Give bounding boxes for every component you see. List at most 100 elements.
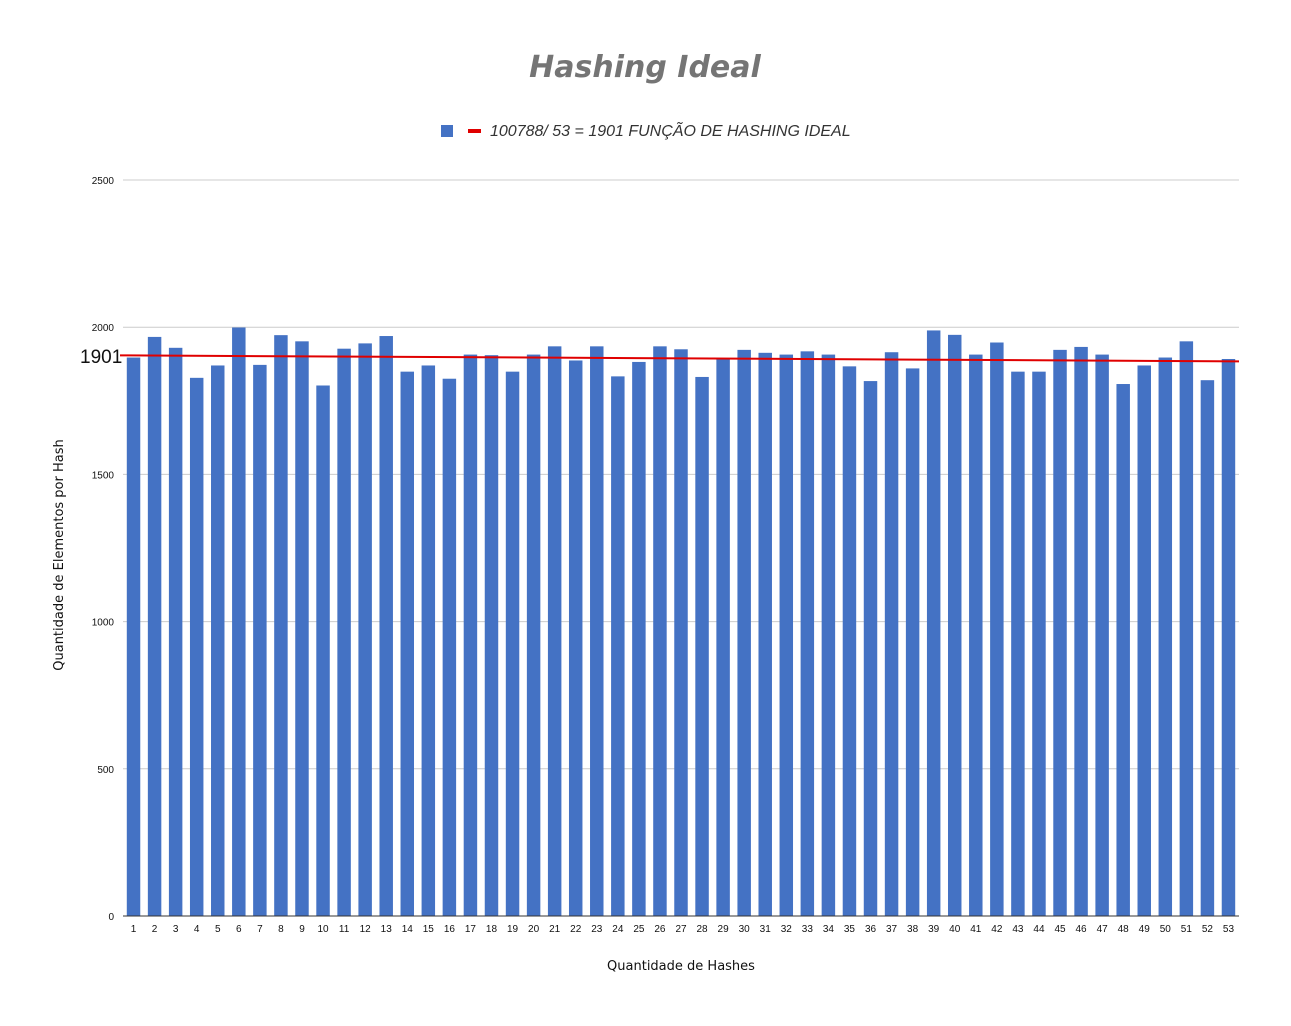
bar [695, 376, 709, 916]
bar [295, 341, 309, 917]
x-tick-label: 46 [1076, 924, 1088, 935]
bar [1116, 384, 1130, 917]
x-tick-label: 32 [781, 924, 793, 935]
x-tick-label: 17 [465, 924, 477, 935]
x-tick-label: 36 [865, 924, 877, 935]
bar [400, 371, 415, 916]
x-tick-label: 15 [423, 924, 435, 935]
x-tick-label: 9 [299, 924, 305, 935]
x-tick-label: 18 [486, 924, 498, 935]
x-tick-label: 33 [802, 924, 814, 935]
bar [990, 342, 1004, 916]
bar [716, 358, 730, 916]
x-tick-label: 24 [612, 924, 624, 935]
chart-title: Hashing Ideal [529, 50, 761, 85]
x-tick-label: 22 [570, 924, 582, 935]
bar [1074, 346, 1088, 916]
x-tick-label: 19 [507, 924, 519, 935]
x-tick-label: 20 [528, 924, 540, 935]
x-axis-label: Quantidade de Hashes [607, 959, 755, 974]
y-tick-label: 1000 [92, 618, 115, 629]
bar [611, 376, 625, 916]
bar [189, 377, 204, 916]
y-tick-label: 1500 [92, 470, 115, 481]
bar [358, 343, 372, 917]
bar [316, 385, 330, 916]
x-tick-label: 12 [360, 924, 372, 935]
bar [1011, 371, 1025, 916]
bar [463, 354, 478, 916]
x-tick-label: 10 [317, 924, 329, 935]
legend-line-swatch [468, 129, 481, 133]
x-tick-label: 31 [760, 924, 772, 935]
x-tick-label: 5 [215, 924, 221, 935]
x-tick-label: 48 [1118, 924, 1130, 935]
bar [274, 335, 288, 916]
x-tick-label: 47 [1097, 924, 1109, 935]
x-tick-label: 28 [696, 924, 708, 935]
x-tick-label: 42 [991, 924, 1003, 935]
bar [484, 355, 499, 917]
bar [211, 365, 225, 916]
x-tick-label: 29 [718, 924, 730, 935]
x-tick-label: 23 [591, 924, 603, 935]
x-tick-label: 13 [381, 924, 393, 935]
bar [232, 327, 246, 916]
x-tick-label: 52 [1202, 924, 1214, 935]
bar [737, 349, 751, 917]
x-axis-ticks: 1 2 3 4 5 6 7 8 9 10 11 12 13 14 15 16 17 18 19 20 21 22 23 24 2… [131, 924, 1235, 935]
bar [1200, 380, 1215, 916]
x-tick-label: 2 [152, 924, 158, 935]
y-tick-label: 2500 [92, 176, 115, 187]
x-tick-label: 39 [928, 924, 940, 935]
x-tick-label: 26 [654, 924, 666, 935]
bar [1221, 358, 1236, 916]
reference-line-label: 1901 [80, 347, 122, 368]
x-tick-label: 8 [278, 924, 284, 935]
bar [947, 334, 962, 917]
x-tick-label: 38 [907, 924, 919, 935]
legend: 100788/ 53 = 1901 FUNÇÃO DE HASHING IDEA… [441, 121, 851, 140]
x-tick-label: 4 [194, 924, 200, 935]
legend-label: 100788/ 53 = 1901 FUNÇÃO DE HASHING IDEA… [490, 121, 851, 140]
bar [1179, 341, 1194, 917]
x-tick-label: 11 [339, 924, 350, 935]
x-tick-label: 30 [739, 924, 751, 935]
x-tick-label: 51 [1181, 924, 1193, 935]
y-tick-label: 0 [108, 912, 114, 923]
x-tick-label: 41 [970, 924, 982, 935]
x-tick-label: 14 [402, 924, 414, 935]
bar [526, 354, 541, 916]
x-tick-label: 49 [1139, 924, 1151, 935]
bar [547, 346, 562, 916]
bar [969, 354, 983, 916]
bar [884, 352, 899, 916]
x-tick-label: 27 [675, 924, 687, 935]
bar [863, 381, 878, 916]
bar [779, 354, 794, 916]
bar [821, 354, 836, 916]
bar [800, 351, 815, 916]
y-tick-label: 500 [97, 765, 114, 776]
bar [926, 330, 941, 917]
bar [147, 336, 162, 917]
bar [1095, 354, 1109, 916]
y-axis-label: Quantidade de Elementos por Hash [52, 439, 67, 671]
reference-line [119, 354, 1240, 363]
x-tick-label: 1 [131, 924, 137, 935]
bar [758, 352, 772, 916]
bar [1032, 371, 1046, 916]
bar [1158, 357, 1173, 916]
bar [505, 371, 520, 916]
x-tick-label: 21 [549, 924, 561, 935]
x-tick-label: 44 [1033, 924, 1045, 935]
bar [842, 366, 857, 916]
bars [126, 327, 1236, 917]
y-axis-ticks: 0 500 1000 1500 2000 2500 [92, 176, 115, 923]
bar [590, 346, 604, 916]
x-tick-label: 35 [844, 924, 856, 935]
bar [168, 347, 183, 917]
x-tick-label: 3 [173, 924, 179, 935]
legend-bar-swatch [441, 125, 453, 137]
